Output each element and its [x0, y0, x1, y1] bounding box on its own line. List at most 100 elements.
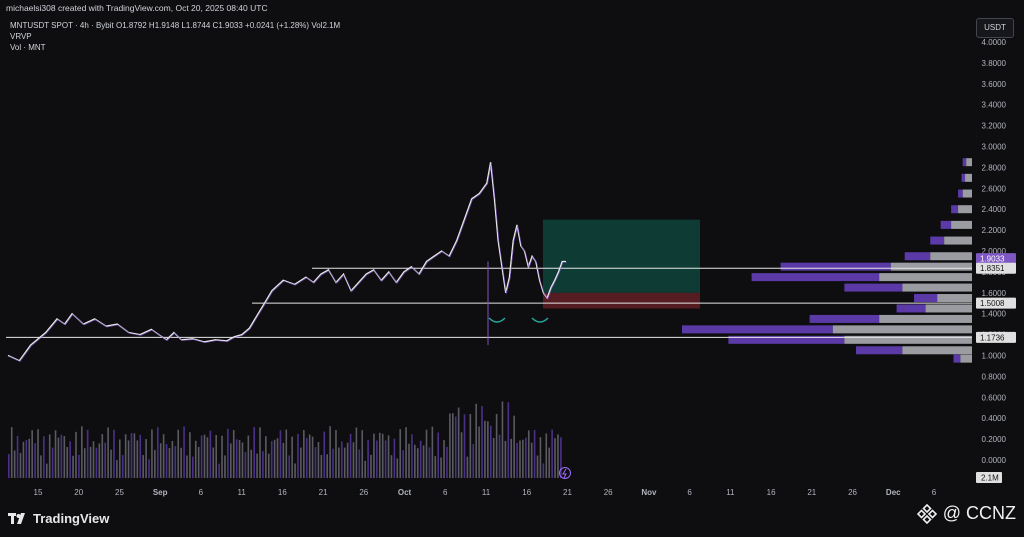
x-tick-label: 21	[807, 488, 816, 497]
profile-bar-purple	[961, 173, 966, 182]
indicator-volume[interactable]: Vol · MNT	[10, 43, 46, 52]
volume-bar	[124, 434, 127, 478]
watermark-text: @ CCNZ	[942, 503, 1016, 523]
volume-bar	[457, 407, 460, 478]
volume-bar	[40, 455, 42, 478]
volume-bar	[422, 445, 425, 478]
profile-bar-purple	[780, 262, 891, 271]
volume-bar	[308, 434, 311, 478]
volume-bar	[501, 401, 504, 478]
volume-bar	[367, 439, 369, 478]
volume-bar	[238, 440, 241, 478]
x-tick-label: 6	[932, 488, 937, 497]
volume-bar	[276, 438, 279, 478]
volume-value: 2.1M	[322, 21, 341, 30]
stop-zone	[543, 292, 700, 309]
volume-bar	[489, 425, 492, 478]
volume-bar	[378, 432, 381, 478]
volume-bar	[78, 454, 80, 478]
volume-bar	[545, 433, 548, 478]
volume-bar	[408, 443, 410, 478]
volume-bar	[230, 443, 232, 478]
volume-bar	[253, 427, 255, 478]
profile-bar-grey	[844, 335, 972, 344]
volume-bar	[10, 427, 13, 478]
volume-bar	[75, 431, 77, 478]
volume-bar	[414, 444, 416, 478]
volume-bar	[256, 453, 258, 478]
x-tick-label: 11	[237, 488, 246, 497]
volume-bar	[43, 436, 45, 478]
x-tick-label: 16	[278, 488, 287, 497]
volume-bar	[241, 442, 244, 478]
volume-bar	[405, 427, 407, 478]
volume-bar	[31, 430, 33, 478]
price-chart[interactable]: 4.0000 3.8000 3.6000 3.4000 3.2000 3.0000 2.80…	[0, 0, 1024, 497]
y-tick-label: 0.2000	[982, 435, 1007, 444]
volume-bar	[224, 455, 226, 478]
volume-bar	[136, 440, 139, 478]
volume-bar	[89, 446, 92, 478]
volume-bar	[346, 442, 349, 478]
tradingview-logo[interactable]: TradingView	[8, 511, 109, 526]
volume-bar	[542, 463, 545, 478]
volume-bar	[463, 414, 466, 478]
volume-bar	[364, 460, 366, 478]
symbol-name[interactable]: MNTUSDT SPOT · 4h · Bybit	[10, 21, 114, 30]
volume-bar	[72, 455, 74, 478]
x-tick-label: 11	[726, 488, 735, 497]
currency-button[interactable]: USDT	[976, 18, 1014, 38]
profile-bar-purple	[951, 205, 959, 214]
volume-bar	[557, 434, 559, 478]
volume-bar	[399, 429, 402, 478]
y-tick-label: 0.6000	[982, 393, 1007, 402]
volume-bar	[335, 429, 337, 478]
volume-bar	[221, 435, 223, 478]
volume-bar	[60, 434, 63, 478]
volume-bar	[119, 439, 121, 478]
volume-bar	[51, 447, 54, 478]
symbol-row[interactable]: MNTUSDT SPOT · 4h · Bybit O1.8792 H1.914…	[10, 21, 341, 30]
volume-bar	[45, 463, 48, 478]
volume-bar	[113, 429, 115, 478]
price-tag	[976, 262, 1016, 274]
volume-tag	[976, 472, 1002, 483]
volume-bar	[376, 440, 378, 478]
volume-bar	[530, 442, 533, 478]
y-tick-label: 3.8000	[982, 59, 1007, 68]
y-tick-label: 1.4000	[982, 310, 1007, 319]
profile-bar-grey	[966, 158, 972, 167]
volume-bar	[498, 434, 501, 478]
volume-bar	[300, 447, 302, 478]
profile-bar-grey	[944, 236, 972, 245]
volume-bar	[148, 459, 150, 478]
profile-bar-purple	[914, 294, 938, 303]
profile-bar-purple	[844, 283, 903, 292]
volume-bar	[519, 440, 521, 478]
volume-bar	[492, 437, 495, 478]
volume-bar	[311, 436, 314, 478]
volume-bar	[481, 406, 483, 478]
x-tick-label: 21	[563, 488, 572, 497]
indicator-vrvp[interactable]: VRVP	[10, 32, 32, 41]
volume-bar	[358, 449, 361, 478]
volume-bar	[145, 439, 147, 478]
volume-bar	[25, 439, 28, 478]
profile-bar-grey	[832, 325, 972, 334]
volume-bar	[28, 438, 31, 478]
volume-bar	[437, 432, 439, 478]
y-tick-label: 4.0000	[982, 38, 1007, 47]
y-tick-label: 3.0000	[982, 143, 1007, 152]
volume-bar	[320, 454, 323, 478]
profile-bar-purple	[904, 252, 931, 261]
volume-bar	[551, 429, 553, 478]
profile-bar-grey	[962, 189, 972, 198]
volume-bar	[297, 433, 299, 478]
x-tick-label: 26	[604, 488, 613, 497]
volume-bar	[215, 434, 217, 478]
support-arc	[531, 317, 549, 323]
profile-bar-purple	[728, 335, 845, 344]
x-tick-label: 26	[848, 488, 857, 497]
volume-bar	[121, 454, 124, 478]
volume-bar	[332, 448, 334, 478]
